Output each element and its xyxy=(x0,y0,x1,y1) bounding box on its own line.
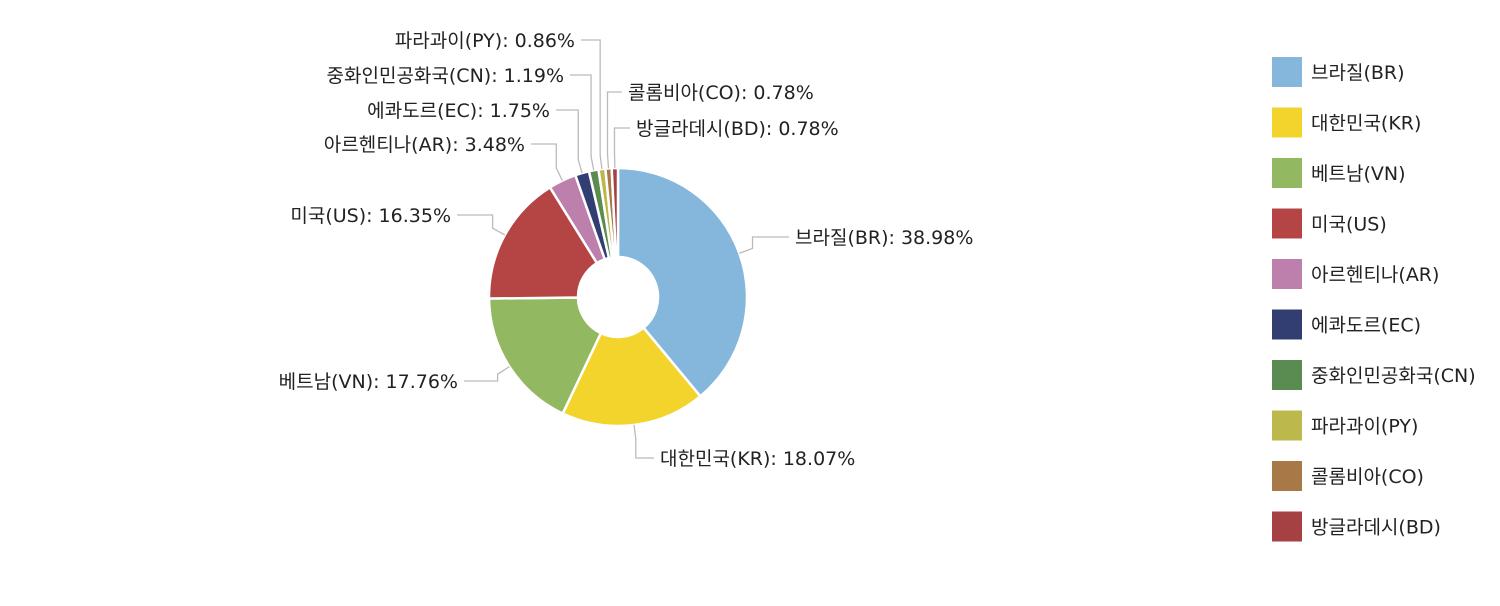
slice-labels: 브라질(BR): 38.98% 대한민국(KR): 18.07% 베트남(VN): … xyxy=(279,30,974,470)
legend-label: 대한민국(KR) xyxy=(1311,113,1421,135)
pie-slice xyxy=(561,326,703,428)
leader-line xyxy=(581,39,603,170)
slice-label: 에콰도르(EC): 1.75% xyxy=(367,100,550,122)
legend-swatch xyxy=(1272,360,1302,390)
legend-label: 콜롬비아(CO) xyxy=(1311,466,1424,488)
legend-swatch xyxy=(1272,410,1302,441)
legend-swatch xyxy=(1272,57,1302,87)
legend-label: 베트남(VN) xyxy=(1311,163,1405,185)
slice-label: 콜롬비아(CO): 0.78% xyxy=(628,82,814,104)
slice-label: 베트남(VN): 17.76% xyxy=(279,371,458,393)
legend-swatch xyxy=(1272,259,1302,289)
legend-label: 파라과이(PY) xyxy=(1311,416,1418,438)
leader-line xyxy=(633,424,654,459)
slice-label: 방글라데시(BD): 0.78% xyxy=(636,118,839,140)
legend-label: 미국(US) xyxy=(1311,214,1387,236)
pie-slice xyxy=(487,185,599,300)
leader-line xyxy=(556,109,583,174)
legend-label: 에콰도르(EC) xyxy=(1311,315,1421,337)
legend-swatch xyxy=(1272,208,1302,239)
pie-slice xyxy=(610,166,620,259)
leader-line xyxy=(606,91,622,169)
legend-label: 중화인민공화국(CN) xyxy=(1311,365,1476,387)
legend-label: 방글라데시(BD) xyxy=(1311,517,1441,539)
pie-slice xyxy=(616,166,749,399)
legend-swatch xyxy=(1272,107,1302,138)
leader-line xyxy=(457,214,506,236)
legend: 브라질(BR) 대한민국(KR) 베트남(VN) 미국(US) 아르헨티나(AR) 에콰도… xyxy=(1272,57,1476,542)
pie-slice xyxy=(487,296,603,416)
legend-label: 브라질(BR) xyxy=(1311,62,1405,84)
slice-label: 아르헨티나(AR): 3.48% xyxy=(324,134,525,156)
leader-lines xyxy=(457,39,789,459)
slice-label: 대한민국(KR): 18.07% xyxy=(660,448,855,470)
legend-label: 아르헨티나(AR) xyxy=(1311,264,1439,286)
legend-swatch xyxy=(1272,158,1302,188)
leader-line xyxy=(570,74,595,171)
leader-line xyxy=(464,366,510,382)
leader-line xyxy=(613,127,630,169)
slice-label: 미국(US): 16.35% xyxy=(290,205,451,227)
legend-swatch xyxy=(1272,309,1302,340)
slice-label: 브라질(BR): 38.98% xyxy=(795,227,973,249)
legend-swatch xyxy=(1272,461,1302,491)
slice-label: 중화인민공화국(CN): 1.19% xyxy=(327,65,564,87)
legend-swatch xyxy=(1272,511,1302,542)
slice-label: 파라과이(PY): 0.86% xyxy=(395,30,575,52)
pie-slices xyxy=(487,166,749,428)
leader-line xyxy=(739,236,789,254)
leader-line xyxy=(531,143,563,181)
